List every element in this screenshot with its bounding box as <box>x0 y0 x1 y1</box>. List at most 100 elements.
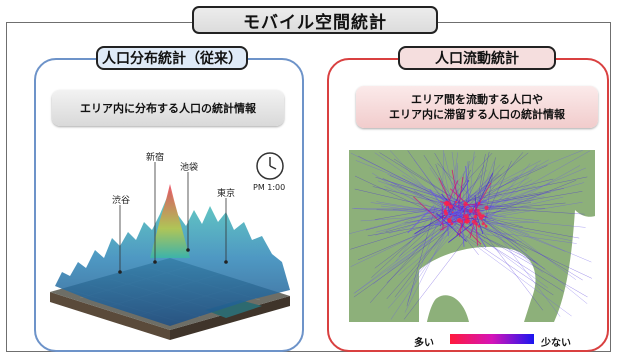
flow-line <box>465 164 501 204</box>
flow-line <box>448 216 588 298</box>
flow-hotspot <box>481 222 485 226</box>
flow-line <box>461 206 487 248</box>
flow-hotspot <box>465 217 468 220</box>
flow-legend-gradient <box>450 334 534 344</box>
flow-hotspot <box>477 212 482 217</box>
flow-line <box>434 152 493 217</box>
flow-line <box>434 210 459 226</box>
legend-high-label: 多い <box>414 338 434 349</box>
flow-line <box>448 167 586 226</box>
flow-description-line2: エリア内に滞留する人口の統計情報 <box>389 108 565 121</box>
flow-line <box>438 177 455 211</box>
flow-line <box>467 165 505 207</box>
flow-line <box>485 163 531 217</box>
flow-line <box>350 213 465 250</box>
flow-line <box>386 206 468 300</box>
flow-line <box>370 216 447 303</box>
map-block-side-left <box>50 292 170 340</box>
flow-line <box>354 223 446 294</box>
distribution-heading: 人口分布統計（従来） <box>96 46 248 70</box>
flow-hotspot <box>464 215 467 218</box>
flow-line <box>483 179 533 210</box>
flow-line <box>403 222 479 320</box>
map-label-tokyo: 東京 <box>217 189 236 199</box>
flow-line <box>350 212 465 267</box>
flow-line <box>453 159 549 215</box>
flow-hotspot <box>474 222 478 226</box>
flow-line <box>486 201 583 219</box>
sea-east <box>554 210 595 322</box>
flow-line <box>472 206 585 215</box>
flow-hotspot <box>451 211 454 214</box>
flow-hotspot <box>450 222 454 226</box>
flow-hotspot <box>468 208 473 213</box>
flow-line <box>384 185 449 216</box>
flow-line <box>353 223 458 298</box>
flow-line <box>351 208 453 214</box>
map-label-ikebukuro: 池袋 <box>180 163 199 173</box>
flow-hotspot <box>463 206 466 208</box>
flow-description: エリア間を流動する人口や エリア内に滞留する人口の統計情報 <box>356 86 598 128</box>
flow-line <box>434 152 475 222</box>
flow-line <box>449 152 459 212</box>
flow-hotspot <box>464 220 467 223</box>
flow-line <box>443 153 460 214</box>
flow-line <box>465 165 470 202</box>
flow-line <box>389 150 451 218</box>
flow-line <box>471 211 592 263</box>
flow-hotspot <box>477 225 481 228</box>
flow-line <box>354 175 452 222</box>
flow-hotspot <box>457 218 462 223</box>
flow-hotspot <box>450 216 453 218</box>
population-peak <box>150 184 190 258</box>
map-label-shibuya: 渋谷 <box>112 196 131 206</box>
flow-line <box>452 207 466 221</box>
page-title: モバイル空間統計 <box>192 6 438 34</box>
flow-hotspot <box>477 201 481 205</box>
flow-line <box>440 183 550 225</box>
flow-line <box>471 193 542 208</box>
flow-line <box>467 151 475 215</box>
flow-line <box>448 220 477 243</box>
flow-hotspot <box>454 203 457 206</box>
flow-line <box>377 180 458 210</box>
flow-line <box>466 204 546 209</box>
flow-line <box>466 209 544 273</box>
flow-hotspot <box>476 208 480 213</box>
clock-time-label: PM 1:00 <box>253 183 286 192</box>
map-label-shinjuku: 新宿 <box>146 153 165 163</box>
flow-hotspot <box>443 209 447 213</box>
legend-low-label: 少ない <box>541 338 571 349</box>
flow-line <box>354 188 461 214</box>
flow-hotspot <box>484 224 488 228</box>
flow-line <box>355 160 474 208</box>
flow-line <box>449 188 476 213</box>
flow-line <box>439 218 572 317</box>
flow-line <box>473 211 588 304</box>
flow-line <box>442 150 444 208</box>
flow-line <box>450 225 577 244</box>
flow-hotspot <box>473 214 478 219</box>
bay-water <box>205 300 262 318</box>
flow-line <box>390 181 445 210</box>
flow-hotspot <box>455 200 458 204</box>
flow-line <box>458 209 520 217</box>
flow-line <box>393 158 467 208</box>
flow-description-line1: エリア間を流動する人口や <box>411 93 543 106</box>
flow-hotspot <box>447 219 452 223</box>
flow-hotspot <box>471 219 476 224</box>
flow-hotspot <box>463 201 468 207</box>
flow-hotspot <box>446 201 451 206</box>
flow-line <box>449 160 541 209</box>
flow-line <box>481 180 577 219</box>
population-flow-map <box>349 150 595 322</box>
flow-line <box>374 152 473 221</box>
flow-hotspot <box>448 204 453 209</box>
flow-line <box>484 157 496 223</box>
flow-hotspot <box>467 216 470 219</box>
flow-line <box>477 196 545 205</box>
flow-line <box>443 180 459 214</box>
tokyo-bay <box>419 246 536 322</box>
flow-hotspot <box>484 205 489 210</box>
